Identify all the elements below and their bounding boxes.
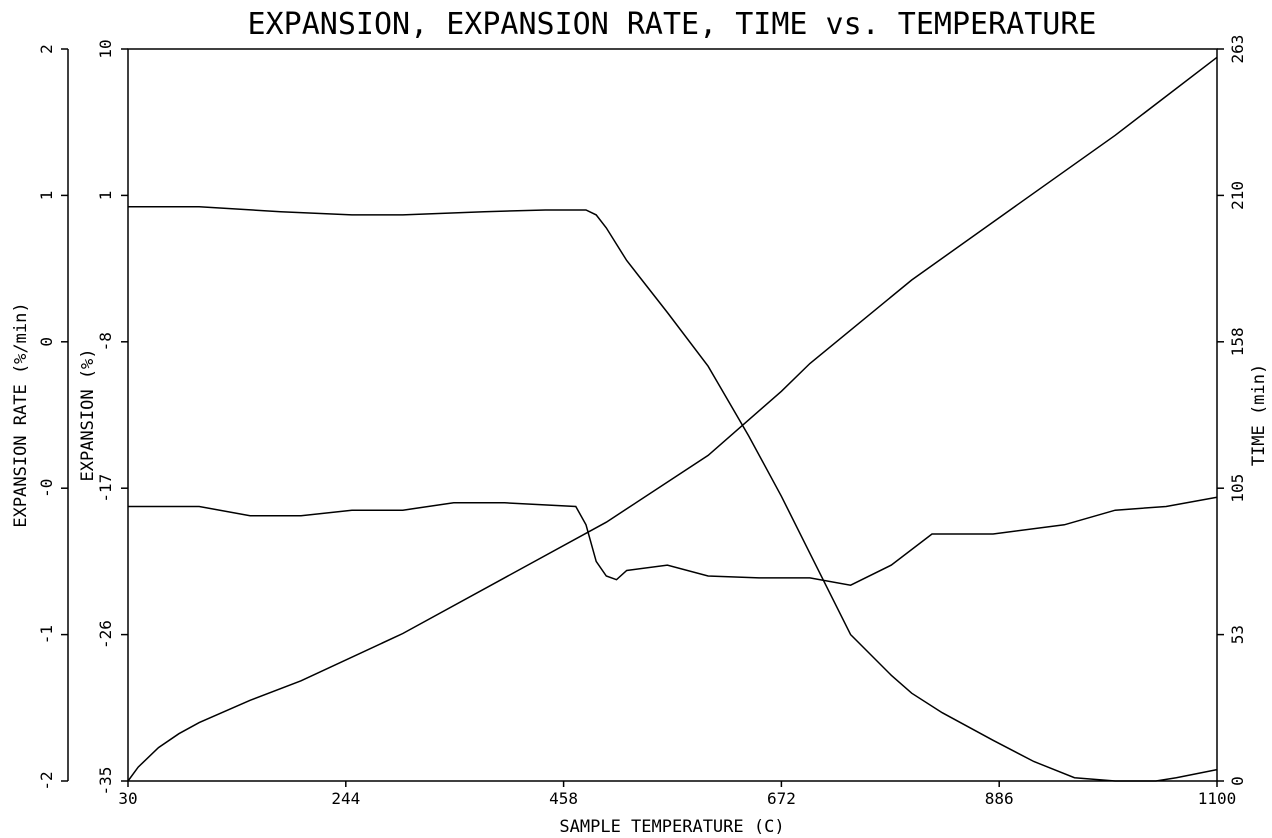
chart-title: EXPANSION, EXPANSION RATE, TIME vs. TEMP… [248, 7, 1097, 42]
expansion-tick-label: -17 [96, 474, 115, 503]
rate-tick-label: -2 [37, 771, 56, 790]
time-tick-label: 0 [1228, 776, 1247, 786]
time-axis-label: TIME (min) [1249, 364, 1269, 466]
time-tick-label: 263 [1228, 35, 1247, 64]
time-tick-label: 105 [1228, 474, 1247, 503]
tick-layer: 30 244 458 672 886 1100210-0-1-2101-8-17-26-3… [37, 35, 1247, 808]
time-tick-label: 210 [1228, 181, 1247, 210]
expansion-rate-curve [128, 496, 1218, 586]
expansion-tick-label: -35 [96, 767, 115, 796]
expansion-tick-label: -8 [96, 332, 115, 351]
x-tick-label: 458 [549, 789, 578, 808]
x-tick-label: 30 [118, 789, 137, 808]
time-curve [127, 56, 1218, 782]
rate-tick-label: -1 [37, 625, 56, 644]
x-tick-label: 886 [985, 789, 1014, 808]
expansion-curve [128, 206, 1218, 782]
curve-layer [127, 56, 1218, 782]
time-tick-label: 158 [1228, 327, 1247, 356]
expansion-axis-label: EXPANSION (%) [78, 348, 98, 481]
expansion-tick-label: 10 [96, 39, 115, 58]
plot-frame [127, 48, 1218, 782]
x-tick-label: 244 [331, 789, 360, 808]
rate-tick-label: 1 [37, 191, 56, 201]
expansion-tick-label: -26 [96, 620, 115, 649]
x-tick-label: 672 [767, 789, 796, 808]
x-tick-label: 1100 [1198, 789, 1237, 808]
rate-tick-label: -0 [37, 479, 56, 498]
rate-axis-label: EXPANSION RATE (%/min) [11, 302, 31, 527]
time-tick-label: 53 [1228, 625, 1247, 644]
expansion-tick-label: 1 [96, 191, 115, 201]
x-axis-label: SAMPLE TEMPERATURE (C) [559, 817, 784, 837]
rate-tick-label: 0 [37, 337, 56, 347]
rate-tick-label: 2 [37, 44, 56, 54]
